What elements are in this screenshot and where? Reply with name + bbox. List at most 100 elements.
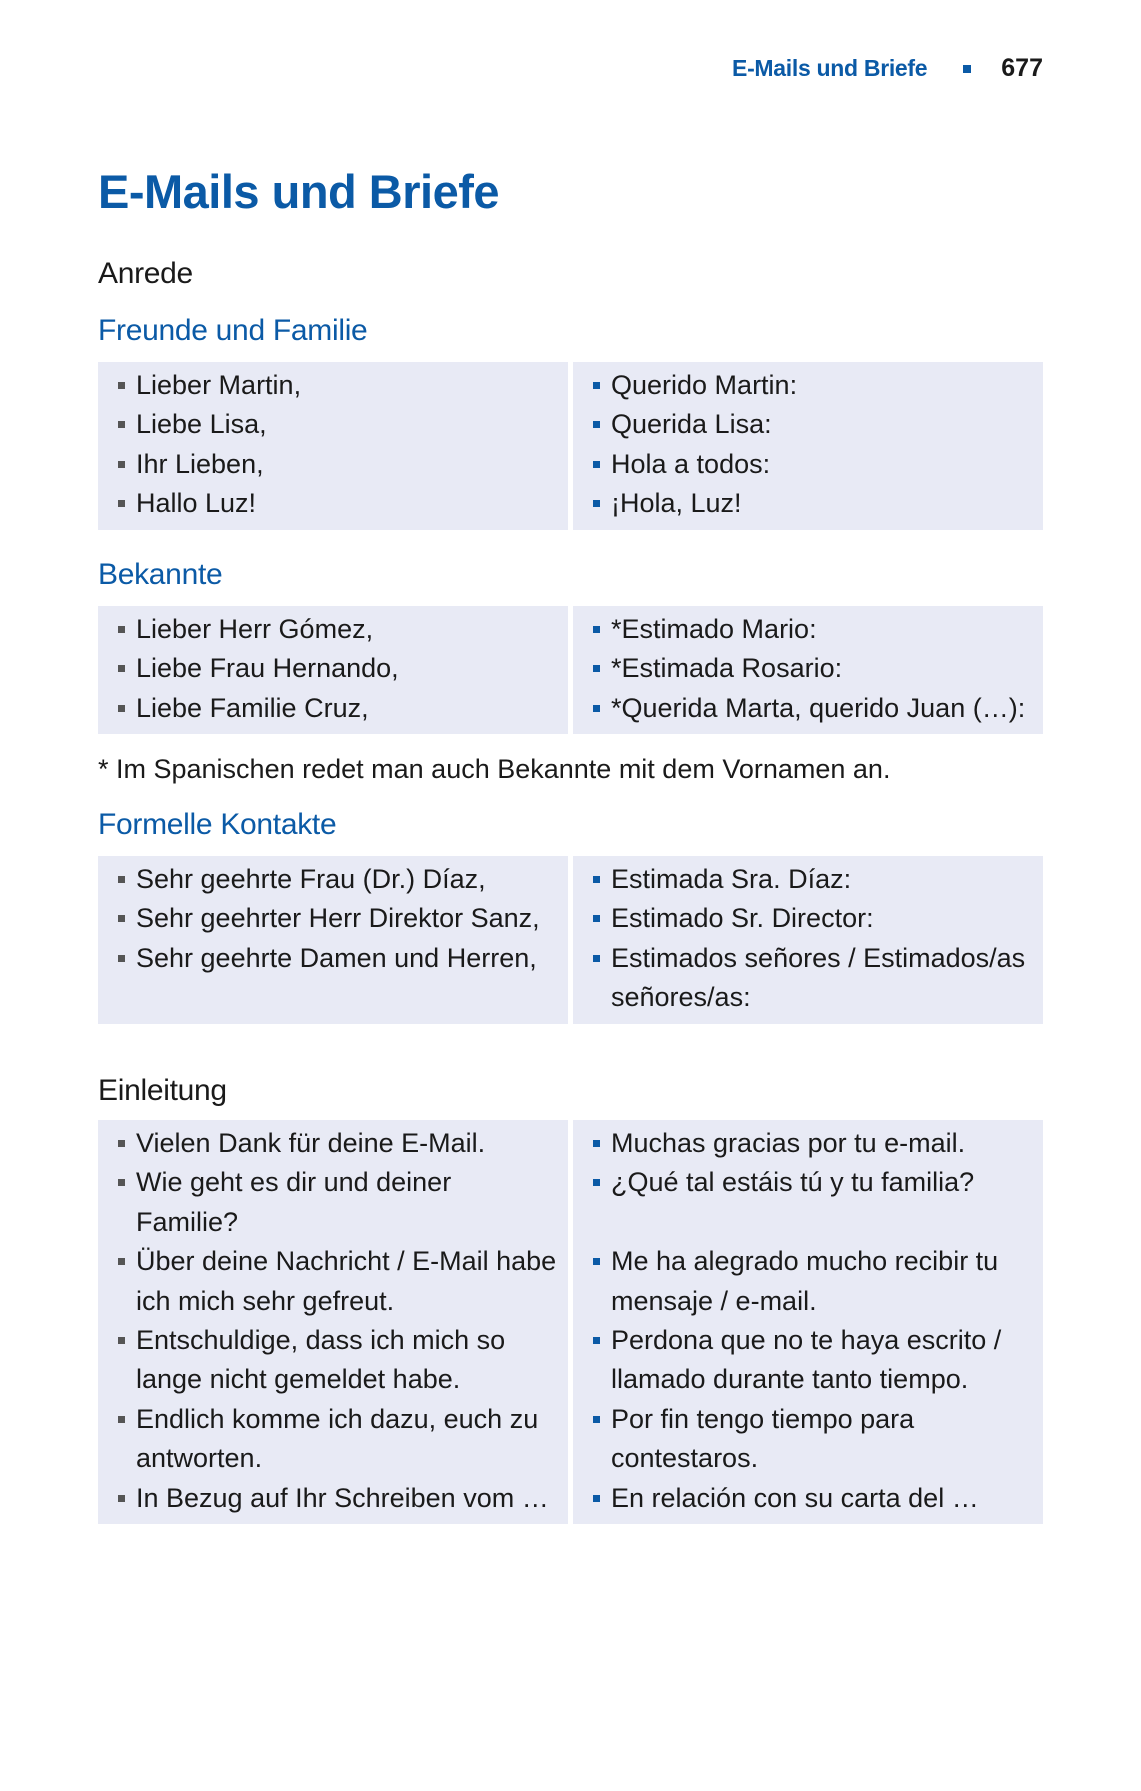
spanish-phrase-cell: ¿Qué tal estáis tú y tu familia?: [573, 1163, 1043, 1243]
phrase-text: En relación con su carta del …: [611, 1482, 979, 1513]
list-item: Hallo Luz!: [118, 484, 558, 523]
phrase-text: Estimada Sra. Díaz:: [611, 864, 852, 894]
phrase-text: *Estimado Mario:: [611, 614, 817, 644]
phrase-text: Estimado Sr. Director:: [611, 903, 874, 934]
spanish-phrase-cell: *Estimado Mario:: [573, 606, 1043, 650]
square-bullet-icon: [593, 649, 611, 688]
phrase-text: Sehr geehrter Herr Direktor Sanz,: [136, 903, 540, 934]
german-phrase-cell: Sehr geehrter Herr Direktor Sanz,: [98, 899, 568, 939]
square-bullet-icon: [118, 939, 136, 978]
square-bullet-icon: [593, 484, 611, 523]
list-item: Estimado Sr. Director:: [593, 899, 1033, 938]
list-item: *Querida Marta, querido Juan (…):: [593, 689, 1033, 728]
list-item: Sehr geehrte Damen und Herren,: [118, 939, 558, 978]
list-item: *Estimado Mario:: [593, 610, 1033, 649]
spanish-phrase-cell: Querida Lisa:: [573, 405, 1043, 445]
phrase-text: *Estimada Rosario:: [611, 653, 843, 684]
square-bullet-icon: [118, 1400, 136, 1479]
footnote: * Im Spanischen redet man auch Bekannte …: [98, 754, 891, 784]
list-item: Vielen Dank für deine E-Mail.: [118, 1124, 558, 1163]
phrase-text: Wie geht es dir und deiner Familie?: [136, 1167, 452, 1237]
phrase-text: Perdona que no te haya escrito / llamado…: [611, 1325, 1002, 1395]
phrase-text: In Bezug auf Ihr Schreiben vom …: [136, 1482, 549, 1513]
square-bullet-icon: [593, 445, 611, 484]
spanish-phrase-cell: Hola a todos:: [573, 444, 1043, 485]
list-item: Lieber Herr Gómez,: [118, 610, 558, 649]
phrase-text: ¡Hola, Luz!: [611, 488, 742, 519]
spanish-phrase-cell: Me ha alegrado mucho recibir tu mensaje …: [573, 1242, 1043, 1322]
phrase-text: Endlich komme ich dazu, euch zu antworte…: [136, 1403, 539, 1474]
page-number: 677: [1001, 54, 1043, 82]
list-item: ¿Qué tal estáis tú y tu familia?: [593, 1163, 1033, 1202]
page-title: E-Mails und Briefe: [98, 165, 500, 218]
german-phrase-cell: Sehr geehrte Damen und Herren,: [98, 938, 568, 1024]
heading-group: Formelle Kontakte: [98, 808, 337, 841]
phrase-text: Querido Martin:: [611, 370, 798, 400]
german-phrase-cell: Liebe Frau Hernando,: [98, 649, 568, 689]
square-bullet-icon: [593, 689, 611, 728]
list-item: Estimados señores / Estimados/as señores…: [593, 939, 1033, 1018]
phrase-text: Über deine Nachricht / E-Mail habe ich m…: [136, 1246, 557, 1316]
phrase-text: Hola a todos:: [611, 448, 771, 479]
running-header: E-Mails und Briefe 677: [732, 54, 1043, 83]
phrase-box: Sehr geehrte Frau (Dr.) Díaz, Estimada Sr…: [98, 856, 1043, 1024]
square-bullet-icon: [118, 649, 136, 688]
square-bullet-icon: [593, 1163, 611, 1202]
list-item: Me ha alegrado mucho recibir tu mensaje …: [593, 1242, 1033, 1321]
list-item: Hola a todos:: [593, 445, 1033, 484]
square-bullet-icon: [593, 366, 611, 405]
list-item: Über deine Nachricht / E-Mail habe ich m…: [118, 1242, 558, 1321]
list-item: In Bezug auf Ihr Schreiben vom …: [118, 1479, 558, 1518]
list-item: ¡Hola, Luz!: [593, 484, 1033, 523]
phrase-text: Por fin tengo tiempo para contestaros.: [611, 1403, 915, 1474]
german-phrase-cell: Lieber Herr Gómez,: [98, 606, 568, 650]
list-item: Ihr Lieben,: [118, 445, 558, 484]
phrase-text: Querida Lisa:: [611, 409, 772, 440]
german-phrase-cell: Wie geht es dir und deiner Familie?: [98, 1163, 568, 1243]
phrase-text: Sehr geehrte Frau (Dr.) Díaz,: [136, 864, 486, 894]
list-item: Por fin tengo tiempo para contestaros.: [593, 1400, 1033, 1479]
heading-group: Freunde und Familie: [98, 314, 368, 347]
heading-anrede: Anrede: [98, 257, 193, 290]
german-phrase-cell: Hallo Luz!: [98, 484, 568, 530]
square-bullet-icon: [118, 1321, 136, 1400]
square-bullet-icon: [118, 1124, 136, 1163]
list-item: Liebe Frau Hernando,: [118, 649, 558, 688]
phrase-text: Lieber Martin,: [136, 370, 302, 400]
spanish-phrase-cell: *Estimada Rosario:: [573, 649, 1043, 689]
phrase-text: Hallo Luz!: [136, 488, 257, 519]
list-item: Liebe Lisa,: [118, 405, 558, 444]
german-phrase-cell: Ihr Lieben,: [98, 444, 568, 485]
german-phrase-cell: In Bezug auf Ihr Schreiben vom …: [98, 1478, 568, 1525]
running-section-title: E-Mails und Briefe: [732, 55, 928, 81]
list-item: Muchas gracias por tu e-mail.: [593, 1124, 1033, 1163]
phrase-text: Muchas gracias por tu e-mail.: [611, 1128, 966, 1158]
german-phrase-cell: Sehr geehrte Frau (Dr.) Díaz,: [98, 856, 568, 900]
square-bullet-icon: [963, 64, 972, 73]
list-item: Querido Martin:: [593, 366, 1033, 405]
spanish-phrase-cell: Estimados señores / Estimados/as señores…: [573, 938, 1043, 1024]
german-phrase-cell: Vielen Dank für deine E-Mail.: [98, 1120, 568, 1164]
square-bullet-icon: [118, 445, 136, 484]
phrase-text: *Querida Marta, querido Juan (…):: [611, 692, 1026, 723]
square-bullet-icon: [593, 899, 611, 938]
phrase-box: Lieber Martin, Querido Martin: Liebe Lisa,…: [98, 362, 1043, 530]
square-bullet-icon: [593, 610, 611, 649]
spanish-phrase-cell: Estimado Sr. Director:: [573, 899, 1043, 939]
spanish-phrase-cell: Por fin tengo tiempo para contestaros.: [573, 1399, 1043, 1479]
list-item: Endlich komme ich dazu, euch zu antworte…: [118, 1400, 558, 1479]
phrase-text: Estimados señores / Estimados/as señores…: [611, 942, 1026, 1013]
square-bullet-icon: [593, 1400, 611, 1479]
phrase-text: ¿Qué tal estáis tú y tu familia?: [611, 1167, 975, 1198]
list-item: Sehr geehrter Herr Direktor Sanz,: [118, 899, 558, 938]
spanish-phrase-cell: *Querida Marta, querido Juan (…):: [573, 688, 1043, 735]
phrase-box: Vielen Dank für deine E-Mail. Muchas grac…: [98, 1120, 1043, 1525]
list-item: Liebe Familie Cruz,: [118, 689, 558, 728]
german-phrase-cell: Endlich komme ich dazu, euch zu antworte…: [98, 1399, 568, 1479]
square-bullet-icon: [118, 484, 136, 523]
list-item: Wie geht es dir und deiner Familie?: [118, 1163, 558, 1242]
square-bullet-icon: [118, 610, 136, 649]
list-item: Perdona que no te haya escrito / llamado…: [593, 1321, 1033, 1400]
square-bullet-icon: [593, 405, 611, 444]
square-bullet-icon: [118, 1163, 136, 1242]
